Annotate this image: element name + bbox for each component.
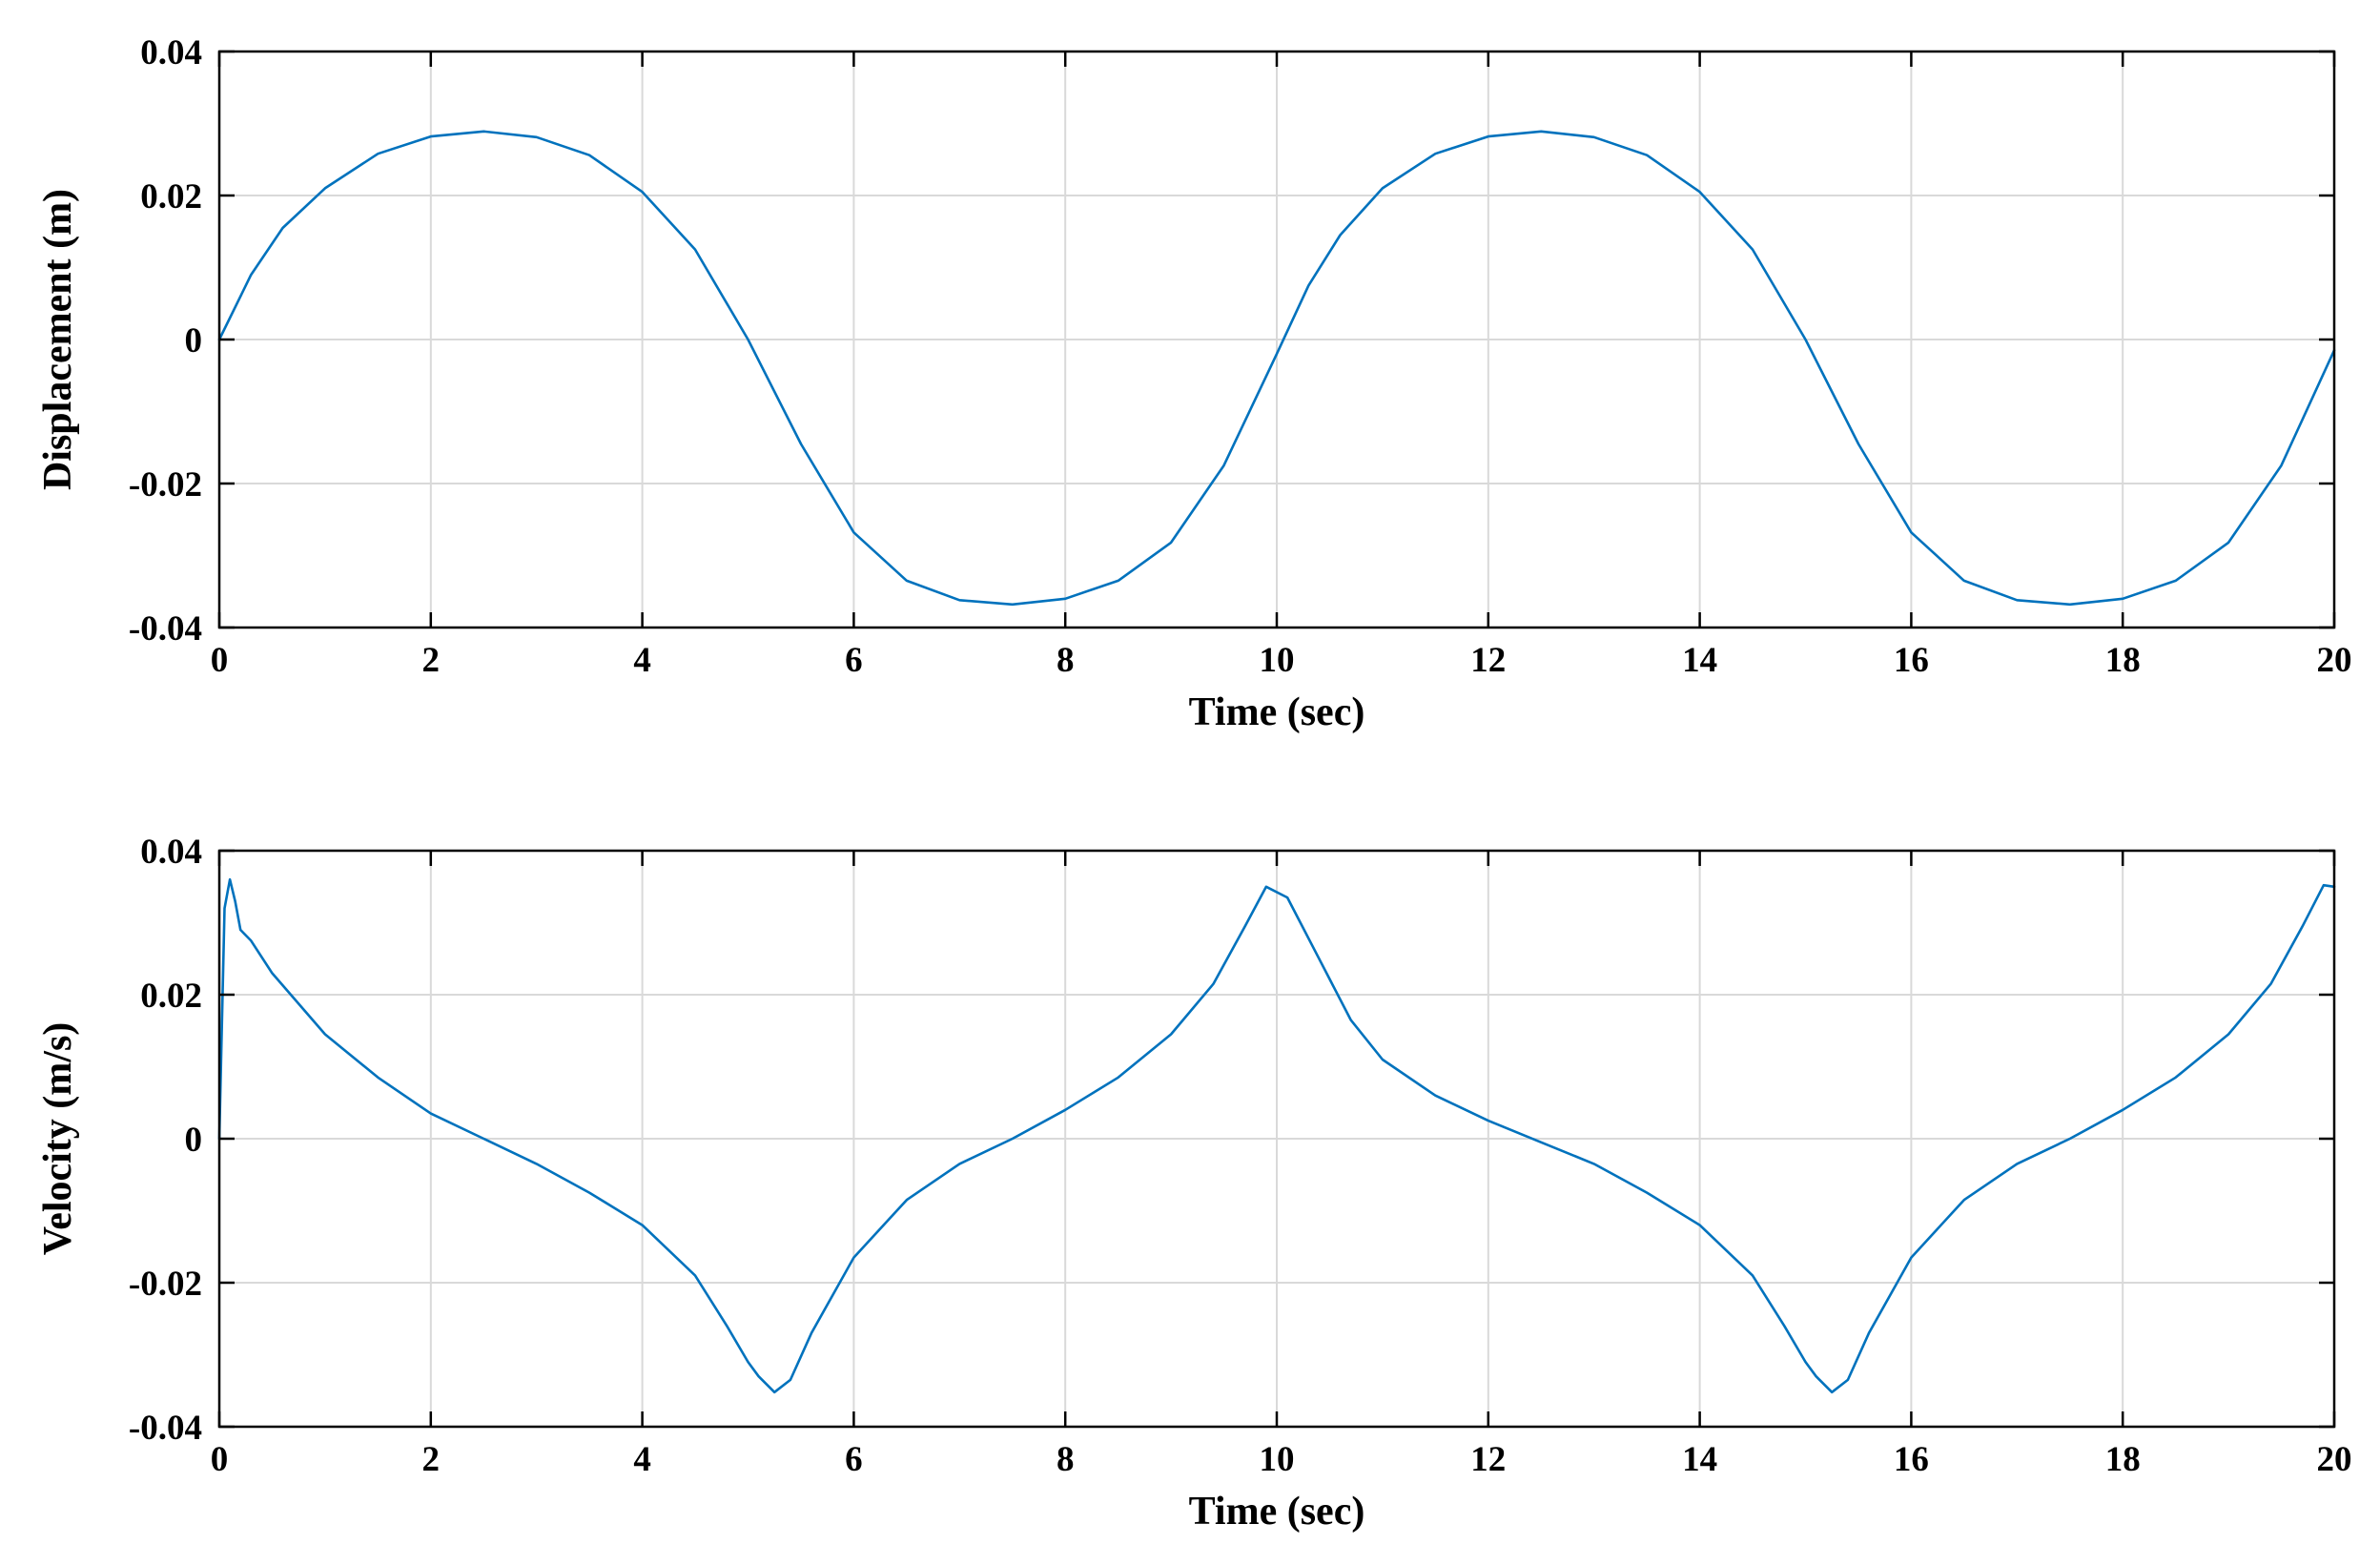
displacement-y-tick-label: 0	[185, 321, 203, 360]
velocity-x-tick-label: 12	[1470, 1440, 1506, 1479]
velocity-y-tick-label: 0	[185, 1121, 203, 1160]
velocity-x-tick-label: 20	[2317, 1440, 2352, 1479]
velocity-x-tick-label: 8	[1057, 1440, 1075, 1479]
velocity-x-tick-label: 4	[633, 1440, 651, 1479]
displacement-x-tick-label: 6	[845, 641, 863, 680]
displacement-y-tick-label: 0.02	[140, 177, 202, 216]
displacement-series-line	[217, 130, 2336, 607]
velocity-plot: 0 2 4 6 8 10 12 14 16 18 20 -0.04 -0.02 0 0.02 0.04 Time…	[36, 833, 2352, 1534]
displacement-y-tick-label: -0.04	[129, 609, 202, 649]
velocity-x-tick-label: 18	[2105, 1440, 2141, 1479]
velocity-y-tick-label: -0.02	[129, 1265, 202, 1304]
displacement-x-tick-label: 18	[2105, 641, 2141, 680]
velocity-y-tick-label: 0.02	[140, 977, 202, 1016]
velocity-x-tick-label: 0	[211, 1440, 229, 1479]
displacement-x-tick-label: 20	[2317, 641, 2352, 680]
velocity-x-tick-label: 10	[1260, 1440, 1295, 1479]
displacement-y-tick-label: 0.04	[140, 33, 202, 72]
displacement-x-tick-label: 14	[1682, 641, 1717, 680]
velocity-x-tick-label: 2	[422, 1440, 441, 1479]
velocity-y-tick-label: 0.04	[140, 833, 202, 872]
displacement-y-axis-label: Displacement (m)	[36, 189, 80, 490]
velocity-x-tick-label: 6	[845, 1440, 863, 1479]
velocity-y-axis-label: Velocity (m/s)	[36, 1022, 80, 1256]
velocity-x-tick-label: 14	[1682, 1440, 1717, 1479]
velocity-x-tick-label: 16	[1894, 1440, 1929, 1479]
displacement-x-axis-label: Time (sec)	[1189, 690, 1365, 734]
displacement-x-tick-label: 10	[1260, 641, 1295, 680]
velocity-x-axis-label: Time (sec)	[1189, 1490, 1365, 1534]
displacement-y-tick-label: -0.02	[129, 465, 202, 505]
displacement-x-tick-label: 8	[1057, 641, 1075, 680]
displacement-x-tick-label: 0	[211, 641, 229, 680]
displacement-x-tick-label: 4	[633, 641, 651, 680]
velocity-series-line	[217, 877, 2336, 1394]
displacement-x-tick-label: 2	[422, 641, 441, 680]
velocity-y-tick-label: -0.04	[129, 1409, 202, 1448]
displacement-x-tick-label: 12	[1470, 641, 1506, 680]
displacement-x-tick-label: 16	[1894, 641, 1929, 680]
displacement-plot: 0 2 4 6 8 10 12 14 16 18 20 -0.04 -0.02 0 0.02 0.04 Time…	[36, 33, 2352, 734]
